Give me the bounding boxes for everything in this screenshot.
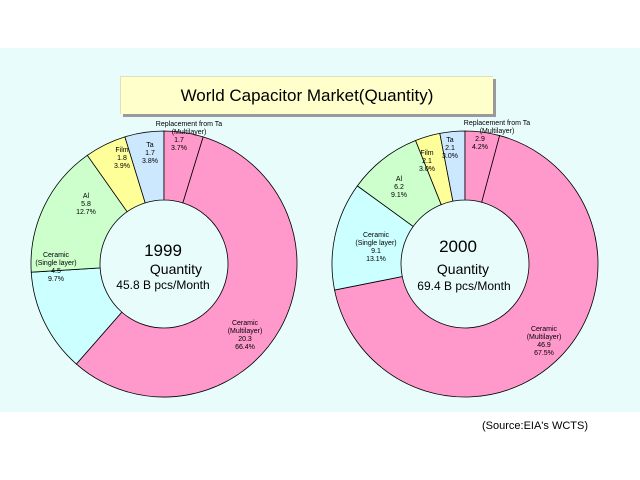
slice-label: (Multilayer) <box>228 328 263 335</box>
chart-title: World Capacitor Market(Quantity) <box>180 85 434 105</box>
slice-value-label: 46.9 <box>537 342 551 349</box>
slice-percent-label: 9.1% <box>391 192 407 199</box>
slice-value-label: 5.8 <box>81 201 91 208</box>
slice-percent-label: 67.5% <box>534 350 554 357</box>
slice-label: Al <box>396 176 403 183</box>
slice-percent-label: 12.7% <box>76 209 96 216</box>
slice-value-label: 1.8 <box>117 155 127 162</box>
source-note: (Source:EIA's WCTS) <box>482 420 589 432</box>
slice-percent-label: 4.2% <box>472 144 488 151</box>
center-total: 45.8 B pcs/Month <box>116 278 209 292</box>
slice-label: Al <box>83 193 90 200</box>
slice-label: Ceramic <box>363 232 390 239</box>
slice-label: Ta <box>146 142 154 149</box>
slice-percent-label: 13.1% <box>366 256 386 263</box>
slice-percent-label: 3.8% <box>142 158 158 165</box>
slice-label: Film <box>115 147 128 154</box>
slice-percent-label: 3.0% <box>419 166 435 173</box>
slice-label: Film <box>420 150 433 157</box>
donut-chart-2000: Ceramic(Multilayer)46.967.5%Ceramic(Sing… <box>331 120 599 398</box>
slice-label: (Single layer) <box>35 260 76 267</box>
slice-value-label: 2.9 <box>475 136 485 143</box>
donut-chart-1999: Ceramic(Multilayer)20.366.4%Ceramic(Sing… <box>30 121 298 398</box>
slice-label: (Multilayer) <box>480 128 515 135</box>
slice-value-label: 1.7 <box>145 150 155 157</box>
slice-percent-label: 3.9% <box>114 163 130 170</box>
center-label: Quantity <box>437 261 489 277</box>
slice-value-label: 1.7 <box>174 137 184 144</box>
slice-ceramic-multilayer <box>75 136 298 398</box>
slice-label: Ta <box>446 137 454 144</box>
slice-value-label: 6.2 <box>394 184 404 191</box>
slice-replacement-from-ta-multilayer <box>163 130 204 204</box>
center-label: Quantity <box>150 261 202 277</box>
slice-label: Replacement from Ta <box>464 120 531 127</box>
slice-value-label: 20.3 <box>238 336 252 343</box>
slice-label: (Single layer) <box>355 240 396 247</box>
slice-label: Ceramic <box>531 326 558 333</box>
slice-percent-label: 3.7% <box>171 145 187 152</box>
center-year: 1999 <box>144 241 182 260</box>
slice-label: Replacement from Ta <box>156 121 223 128</box>
slice-value-label: 2.1 <box>422 158 432 165</box>
slice-al <box>30 154 128 273</box>
slice-ceramic-multilayer <box>334 135 599 398</box>
center-year: 2000 <box>439 237 477 256</box>
slice-replacement-from-ta-multilayer <box>464 130 501 203</box>
slice-label: Ceramic <box>43 252 70 259</box>
slice-value-label: 9.1 <box>371 248 381 255</box>
slice-label: (Multilayer) <box>172 129 207 136</box>
slice-percent-label: 66.4% <box>235 344 255 351</box>
slice-label: Ceramic <box>232 320 259 327</box>
center-total: 69.4 B pcs/Month <box>417 279 510 293</box>
slice-value-label: 2.1 <box>445 145 455 152</box>
slice-label: (Multilayer) <box>527 334 562 341</box>
slice-value-label: 4.5 <box>51 268 61 275</box>
chart-title-box: World Capacitor Market(Quantity) <box>120 76 493 114</box>
slice-percent-label: 3.0% <box>442 153 458 160</box>
slice-percent-label: 9.7% <box>48 276 64 283</box>
